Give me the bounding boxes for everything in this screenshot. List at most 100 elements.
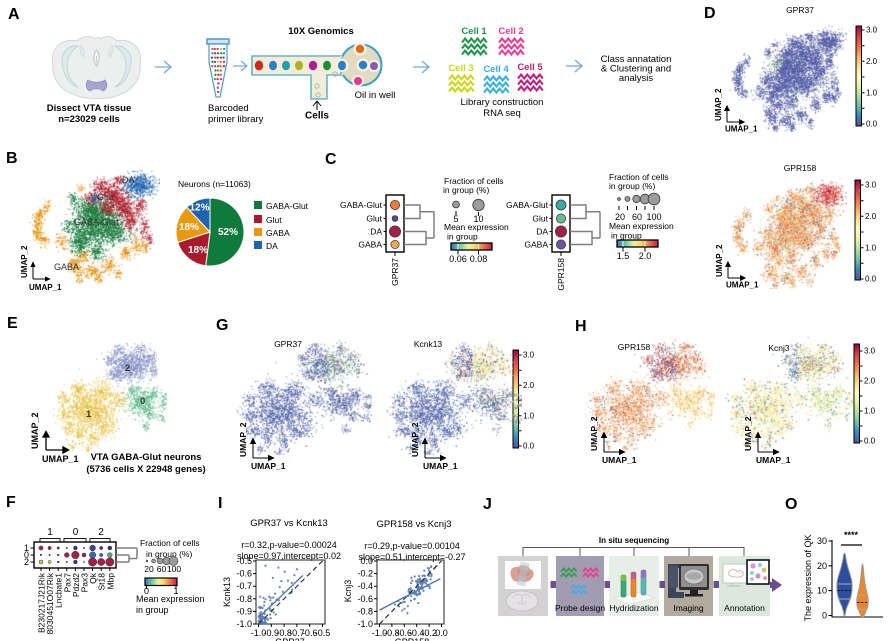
svg-text:3.0: 3.0	[864, 347, 876, 356]
svg-text:UMAP_2: UMAP_2	[589, 416, 599, 451]
svg-text:1.0: 1.0	[523, 411, 535, 420]
svg-text:Class annatation: Class annatation	[601, 54, 672, 65]
svg-text:1: 1	[86, 409, 92, 420]
svg-text:18%: 18%	[179, 222, 199, 233]
svg-text:0.0: 0.0	[866, 120, 878, 129]
svg-text:GABA-Glut: GABA-Glut	[74, 217, 119, 227]
svg-text:DA: DA	[536, 227, 548, 237]
svg-text:0.0: 0.0	[865, 275, 877, 284]
svg-text:2.0: 2.0	[864, 377, 876, 386]
svg-text:slope=0.51,intercept=-0.27: slope=0.51,intercept=-0.27	[358, 552, 465, 562]
svg-text:GABA: GABA	[266, 228, 290, 238]
svg-text:GABA: GABA	[524, 240, 548, 250]
svg-text:10: 10	[817, 586, 827, 596]
svg-text:GPR158: GPR158	[556, 258, 566, 291]
svg-text:In situ sequencing: In situ sequencing	[599, 536, 669, 545]
svg-text:Mean expression: Mean expression	[444, 222, 509, 232]
svg-text:DA: DA	[266, 241, 278, 251]
svg-text:GPR158 vs Kcnj3: GPR158 vs Kcnj3	[377, 519, 452, 530]
svg-text:10: 10	[473, 214, 483, 224]
svg-text:Cell 5: Cell 5	[517, 62, 543, 73]
svg-text:2.0: 2.0	[523, 381, 535, 390]
svg-text:10X Genomics: 10X Genomics	[288, 26, 353, 37]
svg-text:1.0: 1.0	[866, 88, 878, 97]
svg-text:0: 0	[140, 396, 145, 407]
svg-text:n=23029 cells: n=23029 cells	[58, 114, 120, 125]
svg-text:St18: St18	[97, 573, 107, 591]
svg-text:Fraction of cells: Fraction of cells	[444, 176, 504, 186]
svg-text:5: 5	[453, 214, 458, 224]
svg-text:UMAP_1: UMAP_1	[423, 461, 458, 471]
svg-text:1: 1	[47, 527, 53, 538]
svg-text:UMAP_2: UMAP_2	[743, 416, 753, 451]
svg-text:(5736 cells X 22948 genes): (5736 cells X 22948 genes)	[86, 464, 205, 475]
svg-text:Fraction of cells: Fraction of cells	[140, 538, 200, 548]
svg-text:in group: in group	[136, 605, 169, 615]
svg-text:Library construction: Library construction	[461, 97, 544, 108]
svg-text:DA: DA	[122, 175, 135, 185]
svg-text:Annotation: Annotation	[724, 603, 765, 613]
svg-text:1.0: 1.0	[865, 243, 877, 252]
svg-text:primer library: primer library	[208, 114, 264, 125]
svg-text:UMAP_2: UMAP_2	[20, 245, 29, 278]
svg-text:3.0: 3.0	[866, 26, 878, 35]
svg-text:-0.2: -0.2	[357, 569, 373, 579]
svg-text:20: 20	[615, 212, 625, 222]
svg-text:GABA: GABA	[54, 262, 79, 272]
svg-text:60: 60	[632, 212, 642, 222]
svg-text:B230217J21Rik: B230217J21Rik	[37, 572, 47, 633]
svg-text:r=0.29,p-value=0.00104: r=0.29,p-value=0.00104	[364, 541, 460, 551]
svg-text:0: 0	[144, 586, 149, 596]
svg-text:Glut: Glut	[97, 192, 114, 202]
svg-text:in group: in group	[611, 231, 642, 241]
svg-text:in group (%): in group (%)	[609, 181, 655, 191]
svg-text:Lncbate1: Lncbate1	[54, 573, 64, 608]
svg-text:0: 0	[73, 527, 79, 538]
svg-text:2.0: 2.0	[866, 57, 878, 66]
svg-text:Probe design: Probe design	[555, 603, 605, 613]
svg-text:slope=0.97,intercept=0.02: slope=0.97,intercept=0.02	[237, 551, 341, 561]
svg-text:UMAP_1: UMAP_1	[251, 461, 286, 471]
svg-text:UMAP_2: UMAP_2	[30, 412, 40, 449]
svg-text:18%: 18%	[188, 245, 208, 256]
svg-text:0: 0	[24, 550, 29, 560]
svg-text:Glut: Glut	[532, 214, 548, 224]
svg-text:-1.0: -1.0	[251, 628, 267, 638]
svg-text:20: 20	[144, 564, 154, 574]
svg-text:3.0: 3.0	[523, 351, 535, 360]
svg-text:Cell 2: Cell 2	[498, 26, 523, 37]
svg-text:Oil in well: Oil in well	[355, 90, 396, 101]
svg-text:Pdzd2: Pdzd2	[71, 573, 81, 597]
svg-text:-1.0: -1.0	[357, 619, 373, 629]
svg-text:UMAP_2: UMAP_2	[714, 88, 723, 121]
svg-text:-0.7: -0.7	[289, 628, 305, 638]
svg-text:VTA GABA-Glut neurons: VTA GABA-Glut neurons	[91, 452, 202, 463]
svg-text:-1.0: -1.0	[236, 619, 252, 629]
svg-text:0.0: 0.0	[435, 628, 448, 638]
svg-text:DA: DA	[370, 227, 382, 237]
svg-text:100: 100	[167, 564, 181, 574]
svg-text:2: 2	[24, 557, 29, 567]
svg-text:Glut: Glut	[266, 215, 282, 225]
svg-text:20: 20	[817, 561, 827, 571]
svg-text:RNA seq: RNA seq	[483, 108, 521, 119]
svg-text:GPR37: GPR37	[275, 637, 305, 641]
svg-text:0.08: 0.08	[470, 254, 488, 264]
svg-text:0.06: 0.06	[449, 254, 467, 264]
svg-text:GPR37: GPR37	[390, 258, 400, 286]
svg-text:in group (%): in group (%)	[443, 185, 489, 195]
svg-text:GABA-Glut: GABA-Glut	[340, 200, 383, 210]
svg-text:Cell 1: Cell 1	[461, 26, 487, 37]
svg-text:-0.9: -0.9	[264, 628, 280, 638]
svg-text:****: ****	[844, 530, 859, 540]
svg-text:2: 2	[125, 363, 130, 374]
svg-text:r=0.32,p-value=0.00024: r=0.32,p-value=0.00024	[241, 540, 337, 550]
svg-text:Cells: Cells	[305, 111, 329, 122]
svg-text:Pax7: Pax7	[62, 573, 72, 593]
svg-text:Qk: Qk	[88, 572, 98, 584]
svg-text:-0.4: -0.4	[357, 581, 373, 591]
svg-text:-0.6: -0.6	[302, 628, 318, 638]
svg-text:Imaging: Imaging	[673, 603, 704, 613]
svg-text:0: 0	[822, 611, 827, 621]
svg-text:52%: 52%	[218, 227, 238, 238]
